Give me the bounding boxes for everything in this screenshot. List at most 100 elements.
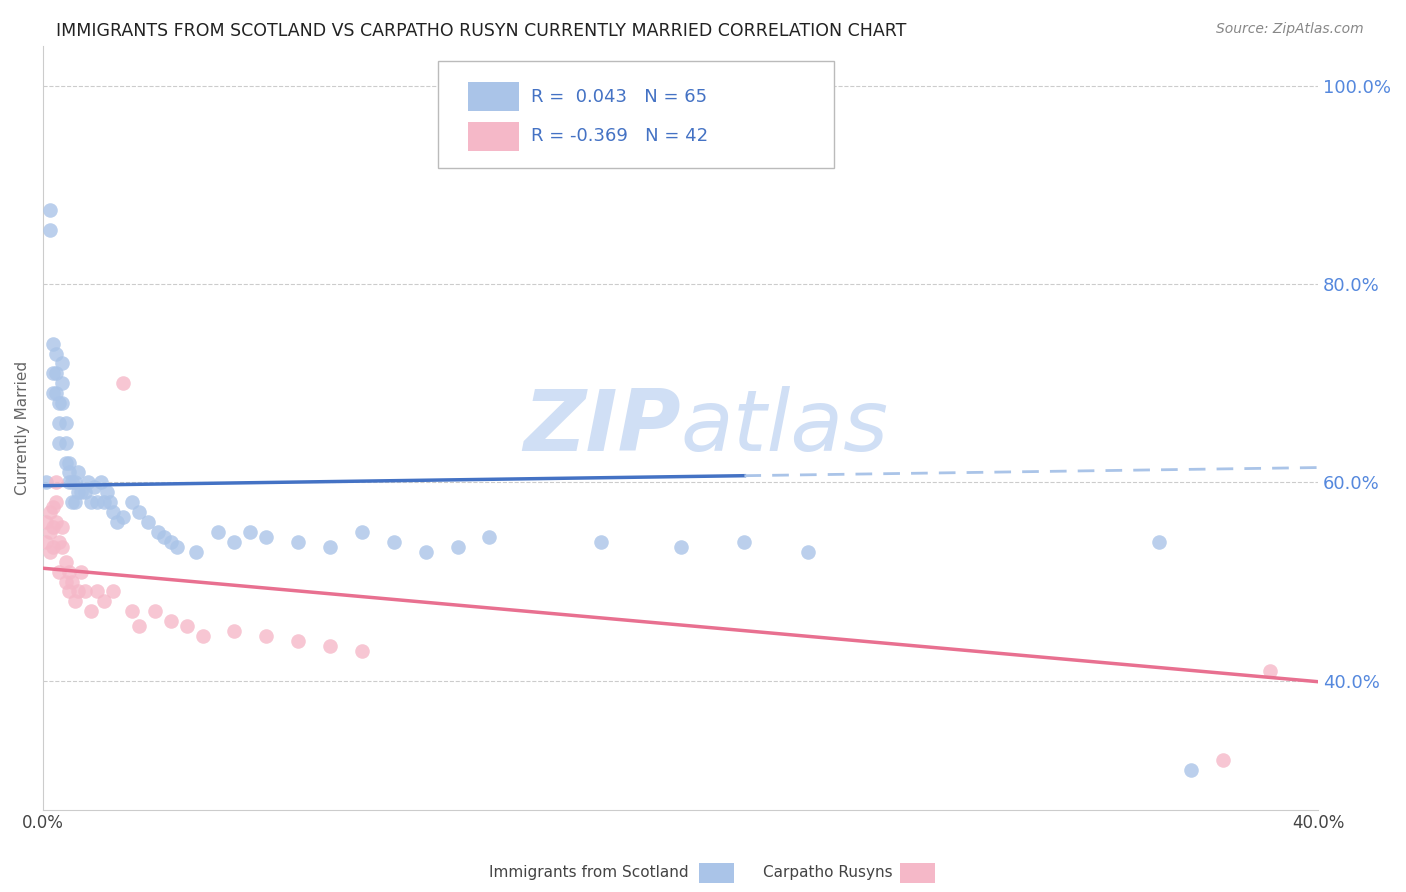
Point (319, 540, 342, 554)
Text: atlas: atlas (681, 386, 889, 469)
Point (58, 466, 80, 480)
Point (35, 475, 58, 490)
Point (350, 524, 373, 539)
Point (58, 584, 80, 599)
Point (287, 634, 309, 648)
FancyBboxPatch shape (468, 122, 519, 151)
Point (55, 555, 77, 569)
Point (70, 485, 93, 500)
Point (146, 524, 169, 539)
Point (111, 510, 134, 524)
Point (45, 495, 67, 509)
Y-axis label: Currently Married: Currently Married (15, 361, 30, 495)
Point (55, 435, 77, 450)
Point (55, 574, 77, 589)
Point (589, 534, 612, 549)
Point (58, 456, 80, 470)
Point (76, 475, 98, 490)
Point (733, 534, 755, 549)
Point (111, 376, 134, 391)
Point (45, 346, 67, 360)
Point (224, 534, 246, 549)
Point (42, 367, 65, 381)
Point (35, 534, 58, 549)
Point (42, 520, 65, 534)
Text: R =  0.043   N = 65: R = 0.043 N = 65 (531, 87, 707, 105)
Point (128, 619, 150, 633)
Point (48, 565, 70, 579)
Point (60, 475, 83, 490)
Point (1147, 534, 1170, 549)
Point (121, 604, 143, 618)
Text: Source: ZipAtlas.com: Source: ZipAtlas.com (1216, 22, 1364, 37)
Point (42, 500, 65, 515)
Point (38, 505, 60, 519)
Point (42, 386, 65, 401)
Point (207, 524, 229, 539)
Point (38, 524, 60, 539)
Point (63, 475, 86, 490)
Point (51, 396, 73, 410)
Point (51, 540, 73, 554)
Point (159, 614, 181, 628)
Point (1212, 753, 1234, 767)
Point (60, 495, 83, 509)
Point (186, 545, 208, 559)
Point (38, 202, 60, 217)
Point (98, 495, 121, 509)
Point (67, 584, 90, 599)
Point (176, 619, 198, 633)
Point (153, 530, 176, 544)
Point (105, 515, 128, 529)
Point (669, 540, 692, 554)
Point (478, 530, 501, 544)
Point (63, 495, 86, 509)
Text: Immigrants from Scotland: Immigrants from Scotland (489, 865, 689, 880)
Point (350, 644, 373, 658)
Point (319, 639, 342, 653)
Point (103, 505, 125, 519)
Point (446, 540, 468, 554)
Point (48, 534, 70, 549)
Point (60, 574, 83, 589)
Point (382, 534, 405, 549)
Point (191, 629, 214, 643)
Text: IMMIGRANTS FROM SCOTLAND VS CARPATHO RUSYN CURRENTLY MARRIED CORRELATION CHART: IMMIGRANTS FROM SCOTLAND VS CARPATHO RUS… (56, 22, 907, 40)
Point (58, 565, 80, 579)
Point (797, 545, 820, 559)
Point (51, 376, 73, 391)
Point (55, 416, 77, 430)
Point (83, 480, 105, 494)
Point (1180, 763, 1202, 777)
Point (38, 222, 60, 236)
Point (45, 475, 67, 490)
Point (86, 584, 108, 599)
Point (73, 584, 96, 599)
Point (48, 396, 70, 410)
Point (96, 485, 118, 500)
Point (45, 515, 67, 529)
Point (80, 604, 103, 618)
Point (86, 495, 108, 509)
Point (42, 336, 65, 351)
Point (45, 386, 67, 401)
Point (67, 485, 90, 500)
Point (51, 356, 73, 370)
Text: ZIP: ZIP (523, 386, 681, 469)
Point (80, 495, 103, 509)
Point (93, 495, 115, 509)
Point (48, 416, 70, 430)
Point (143, 604, 166, 618)
FancyBboxPatch shape (468, 82, 519, 112)
FancyBboxPatch shape (439, 62, 834, 169)
Point (73, 485, 96, 500)
Point (42, 540, 65, 554)
Point (35, 515, 58, 529)
Point (1260, 664, 1282, 678)
Text: R = -0.369   N = 42: R = -0.369 N = 42 (531, 128, 709, 145)
Point (254, 629, 277, 643)
Point (287, 534, 309, 549)
Point (67, 466, 90, 480)
Text: Carpatho Rusyns: Carpatho Rusyns (763, 865, 893, 880)
Point (55, 456, 77, 470)
